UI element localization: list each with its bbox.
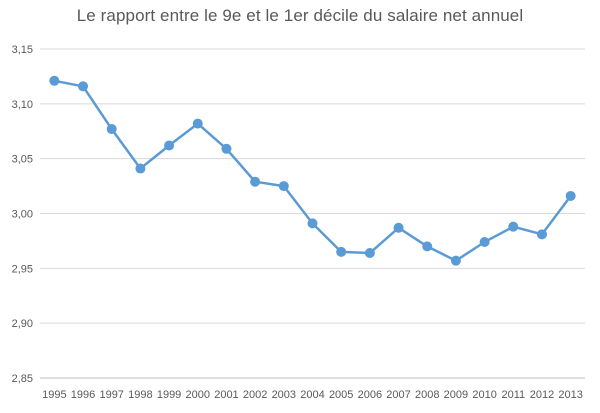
x-tick-label: 1995: [42, 389, 66, 401]
x-tick-label: 2008: [415, 389, 439, 401]
data-point: [49, 75, 60, 86]
x-axis: 1995 1996 1997 1998 1999 2000 2001 2002 2003 2004…: [40, 377, 585, 401]
x-tick-label: 2000: [186, 389, 210, 401]
x-tick-label: 2005: [329, 389, 353, 401]
x-tick-label: 2006: [358, 389, 382, 401]
data-point: [393, 222, 404, 233]
data-point: [336, 246, 347, 257]
x-tick-label: 2001: [214, 389, 238, 401]
data-point: [565, 190, 576, 201]
x-tick-label: 2007: [386, 389, 410, 401]
x-tick-label: 2009: [444, 389, 468, 401]
x-tick-label: 2004: [300, 389, 324, 401]
data-point: [364, 247, 375, 258]
x-tick-label: 1999: [157, 389, 181, 401]
data-point: [536, 229, 547, 240]
data-point: [135, 163, 146, 174]
data-point: [508, 221, 519, 232]
y-axis: 2,85 2,90 2,95 3,00 3,05 3,10 3,15: [12, 44, 33, 385]
y-tick-label: 3,15: [12, 44, 33, 56]
gridlines: [40, 48, 585, 324]
data-point: [221, 143, 232, 154]
data-point: [106, 124, 117, 135]
series-layer: [49, 75, 576, 266]
x-tick-label: 2012: [530, 389, 554, 401]
chart-title: Le rapport entre le 9e et le 1er décile …: [76, 6, 524, 25]
y-tick-label: 3,10: [12, 99, 33, 111]
data-point: [307, 218, 318, 229]
y-tick-label: 2,90: [12, 318, 33, 330]
data-point: [450, 255, 461, 266]
y-tick-label: 3,00: [12, 209, 33, 221]
y-tick-label: 2,95: [12, 263, 33, 275]
x-tick-label: 1998: [128, 389, 152, 401]
x-tick-label: 2003: [272, 389, 296, 401]
data-point: [422, 241, 433, 252]
x-tick-label: 2011: [501, 389, 525, 401]
x-tick-label: 2010: [472, 389, 496, 401]
data-point: [278, 181, 289, 192]
x-tick-label: 1996: [71, 389, 95, 401]
data-point: [164, 140, 175, 151]
x-tick-label: 2002: [243, 389, 267, 401]
x-tick-label: 2013: [558, 389, 582, 401]
series-line: [53, 79, 572, 262]
data-point: [192, 118, 203, 129]
y-tick-label: 2,85: [12, 373, 33, 385]
data-point: [479, 237, 490, 248]
x-tick-label: 1997: [99, 389, 123, 401]
data-point: [78, 81, 89, 92]
data-point: [250, 176, 261, 187]
y-tick-label: 3,05: [12, 154, 33, 166]
